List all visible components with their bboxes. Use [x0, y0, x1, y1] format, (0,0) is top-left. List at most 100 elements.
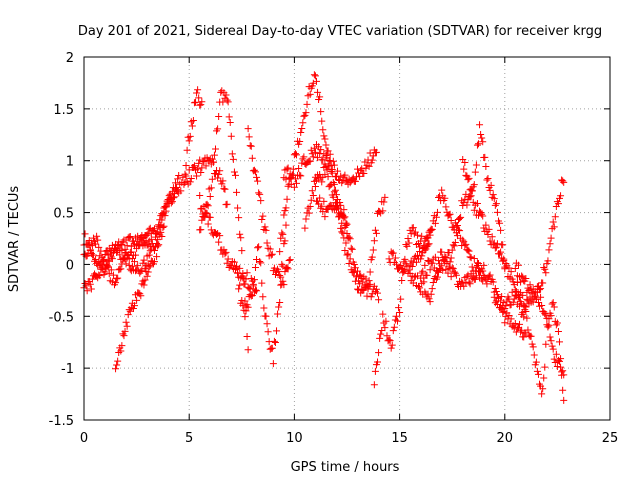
data-point	[441, 253, 449, 261]
data-point	[547, 312, 555, 320]
data-point	[270, 264, 278, 272]
data-point	[159, 223, 167, 231]
data-point	[418, 232, 426, 240]
data-point	[316, 194, 324, 202]
data-point	[235, 285, 243, 293]
data-point	[299, 119, 307, 127]
data-point	[329, 157, 337, 165]
data-point	[262, 312, 270, 320]
data-point	[278, 260, 286, 268]
data-point	[340, 234, 348, 242]
data-point	[470, 254, 478, 262]
data-point	[257, 197, 265, 205]
data-point	[137, 234, 145, 242]
data-point	[477, 130, 485, 138]
data-point	[143, 272, 151, 280]
data-point	[489, 191, 497, 199]
data-point	[451, 239, 459, 247]
data-point	[259, 293, 267, 301]
data-point	[286, 256, 294, 264]
data-point	[235, 214, 243, 222]
data-point	[497, 297, 505, 305]
data-point	[244, 303, 252, 311]
data-point	[154, 242, 162, 250]
data-point	[125, 233, 133, 241]
data-point	[556, 338, 564, 346]
data-point	[484, 230, 492, 238]
data-point	[342, 219, 350, 227]
data-point	[236, 264, 244, 272]
data-point	[497, 226, 505, 234]
data-point	[196, 191, 204, 199]
data-point	[488, 233, 496, 241]
data-point	[428, 226, 436, 234]
data-point	[410, 273, 418, 281]
data-point	[121, 327, 129, 335]
data-point	[85, 241, 93, 249]
data-point	[212, 170, 219, 178]
data-point	[249, 282, 257, 290]
data-point	[397, 262, 405, 270]
data-point	[160, 222, 168, 230]
series-track-q	[417, 121, 509, 282]
series-track-o	[385, 248, 488, 306]
data-point	[284, 265, 292, 273]
data-point	[466, 253, 474, 261]
data-point	[318, 117, 326, 125]
data-point	[516, 320, 524, 328]
data-point	[546, 333, 554, 341]
data-point	[289, 165, 297, 173]
data-point	[93, 232, 101, 240]
data-point	[375, 349, 383, 357]
data-point	[396, 309, 404, 317]
data-point	[134, 262, 142, 270]
data-point	[483, 280, 491, 288]
data-point	[447, 273, 455, 281]
data-point	[387, 344, 395, 352]
data-point	[532, 358, 540, 366]
data-point	[370, 237, 378, 245]
data-point	[426, 298, 434, 306]
data-point	[190, 99, 198, 107]
data-point	[203, 210, 211, 218]
data-point	[150, 225, 158, 233]
data-point	[465, 278, 473, 286]
data-point	[142, 232, 150, 240]
data-point	[416, 284, 424, 292]
data-point	[317, 108, 325, 116]
data-point	[256, 190, 264, 198]
data-point	[492, 288, 500, 296]
data-point	[303, 100, 311, 108]
data-point	[351, 277, 359, 285]
data-point	[423, 271, 431, 279]
data-point	[290, 183, 298, 191]
data-point	[534, 299, 542, 307]
data-point	[452, 229, 460, 237]
data-point	[206, 213, 214, 221]
data-point	[122, 260, 130, 268]
data-point	[301, 224, 309, 232]
data-point	[482, 163, 490, 171]
data-point	[345, 260, 353, 268]
data-point	[186, 132, 194, 140]
data-point	[251, 286, 259, 294]
data-point	[347, 244, 355, 252]
data-point	[516, 302, 524, 310]
data-point	[311, 148, 319, 156]
x-tick-label: 0	[80, 431, 88, 446]
data-point	[296, 171, 304, 179]
data-point	[479, 138, 487, 146]
data-point	[419, 267, 427, 275]
data-point	[341, 247, 349, 255]
data-point	[106, 250, 114, 258]
data-point	[551, 213, 559, 221]
data-point	[182, 161, 190, 169]
data-point	[130, 302, 138, 310]
data-point	[499, 308, 507, 316]
data-point	[283, 263, 291, 271]
data-point	[87, 285, 95, 293]
data-point	[141, 276, 149, 284]
data-point	[471, 275, 479, 283]
data-point	[480, 261, 488, 269]
data-point	[486, 186, 494, 194]
